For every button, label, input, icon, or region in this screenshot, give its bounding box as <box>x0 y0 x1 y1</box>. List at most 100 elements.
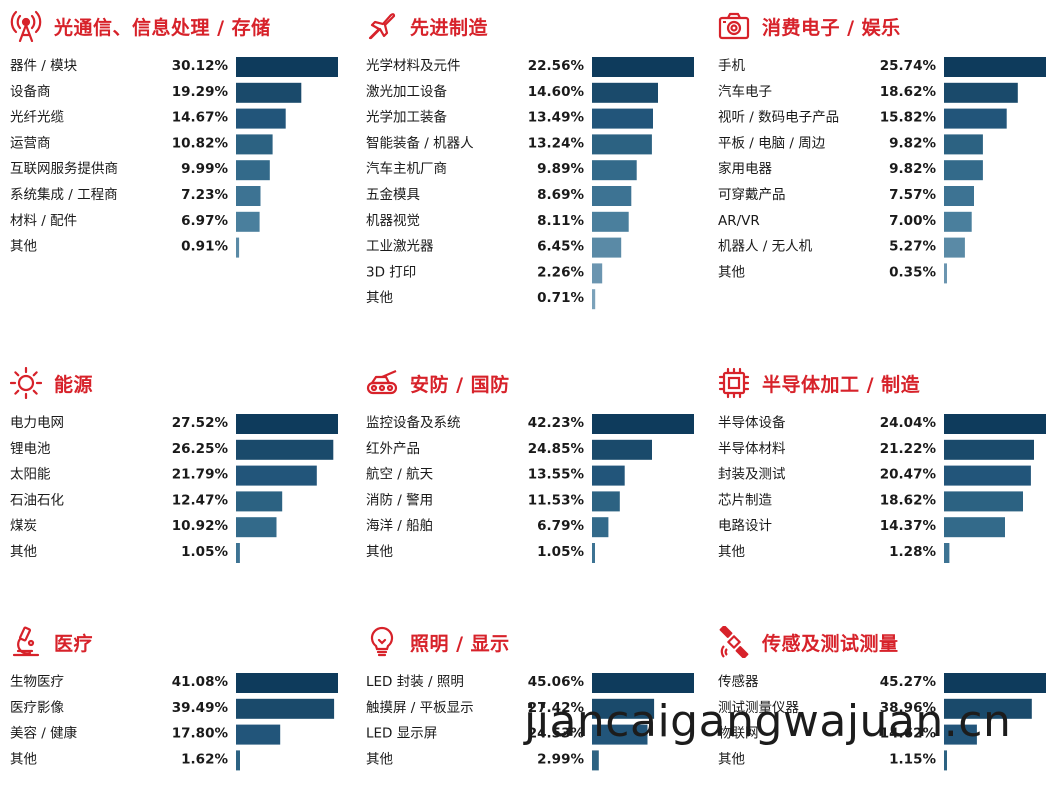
microscope-icon <box>10 626 42 658</box>
value-label: 9.89% <box>537 161 584 177</box>
bar <box>592 134 652 155</box>
category-label: 家用电器 <box>718 160 772 177</box>
value-label: 26.25% <box>172 441 229 457</box>
value-label: 17.80% <box>172 726 229 742</box>
bar-chart-consumer: 手机 25.74% 汽车电子 18.62% 视听 / 数码电子产品 15.82% 平板 / … <box>718 57 1046 284</box>
value-label: 22.56% <box>528 58 585 74</box>
value-label: 1.28% <box>889 544 936 560</box>
category-label: 封装及测试 <box>718 467 786 483</box>
bar <box>236 491 283 512</box>
value-label: 45.06% <box>528 674 585 690</box>
bar <box>592 108 653 129</box>
bar-chart-medical: 生物医疗 41.08% 医疗影像 39.49% 美容 / 健康 17.80% 其他 1.62% <box>10 673 338 771</box>
value-label: 8.11% <box>537 213 584 229</box>
category-label: 其他 <box>718 751 745 767</box>
category-label: 半导体设备 <box>718 414 786 431</box>
camera-icon <box>718 10 750 42</box>
value-label: 41.08% <box>172 674 229 690</box>
category-label: 其他 <box>10 239 37 255</box>
category-label: LED 封装 / 照明 <box>366 674 464 690</box>
category-label: 其他 <box>10 751 37 767</box>
panel-header: 传感及测试测量 <box>718 624 899 660</box>
bar <box>236 160 270 181</box>
category-label: 航空 / 航天 <box>366 467 434 483</box>
value-label: 0.35% <box>889 264 936 280</box>
value-label: 9.82% <box>889 161 936 177</box>
panel-header: 能源 <box>10 365 93 401</box>
panel-title: 医疗 <box>54 632 94 655</box>
category-label: 光纤光缆 <box>10 110 64 126</box>
bar <box>236 186 261 206</box>
category-label: 锂电池 <box>10 441 51 457</box>
category-label: 触摸屏 / 平板显示 <box>366 700 474 716</box>
panel-header: 医疗 <box>10 624 93 660</box>
category-label: 机器视觉 <box>366 213 420 229</box>
category-label: 其他 <box>718 544 745 560</box>
category-label: 设备商 <box>10 83 51 100</box>
value-label: 15.82% <box>880 110 937 126</box>
bar <box>592 82 658 103</box>
value-label: 0.91% <box>181 239 228 255</box>
category-label: 运营商 <box>10 135 51 151</box>
bar <box>592 517 609 538</box>
bar <box>236 82 302 103</box>
panel-header: 照明 / 显示 <box>366 624 510 660</box>
bar <box>592 698 655 719</box>
bar <box>944 698 1032 719</box>
bar <box>592 439 652 460</box>
category-label: 太阳能 <box>10 467 51 483</box>
value-label: 13.55% <box>528 467 585 483</box>
bar <box>236 543 240 563</box>
category-label: 物联网 <box>718 726 759 742</box>
category-label: 系统集成 / 工程商 <box>10 187 118 203</box>
bar <box>592 491 620 512</box>
category-label: 电力电网 <box>10 415 64 431</box>
value-label: 21.22% <box>880 441 937 457</box>
bar <box>592 465 625 486</box>
bar-chart-manufacturing: 光学材料及元件 22.56% 激光加工设备 14.60% 光学加工装备 13.49% 智能装… <box>366 57 694 310</box>
bar <box>944 82 1018 103</box>
category-label: 平板 / 电脑 / 周边 <box>718 135 826 151</box>
category-label: 石油石化 <box>10 492 64 508</box>
value-label: 11.53% <box>528 492 585 508</box>
bar-chart-optical: 器件 / 模块 30.12% 设备商 19.29% 光纤光缆 14.67% 运营商 10.82… <box>10 57 338 258</box>
bar <box>944 750 947 771</box>
bar <box>236 698 335 719</box>
satellite-icon <box>718 626 750 658</box>
category-label: 其他 <box>718 264 745 280</box>
value-label: 14.62% <box>880 726 937 742</box>
panel-header: 光通信、信息处理 / 存储 <box>10 8 271 44</box>
value-label: 18.62% <box>880 492 937 508</box>
value-label: 1.05% <box>537 544 584 560</box>
value-label: 20.47% <box>880 467 937 483</box>
value-label: 39.49% <box>172 700 229 716</box>
category-label: 其他 <box>366 544 393 560</box>
sun-icon <box>10 367 42 399</box>
category-label: 机器人 / 无人机 <box>718 239 813 255</box>
value-label: 2.99% <box>537 751 584 767</box>
bar <box>944 263 947 284</box>
value-label: 12.47% <box>172 492 229 508</box>
category-label: 其他 <box>10 544 37 560</box>
bar <box>236 134 273 155</box>
tank-icon <box>366 367 398 399</box>
bar <box>236 237 240 258</box>
value-label: 38.96% <box>880 700 937 716</box>
value-label: 24.53% <box>528 726 585 742</box>
value-label: 24.85% <box>528 441 585 457</box>
value-label: 21.79% <box>172 467 229 483</box>
value-label: 13.49% <box>528 110 585 126</box>
value-label: 14.37% <box>880 518 937 534</box>
panel-title: 传感及测试测量 <box>762 632 899 655</box>
value-label: 1.05% <box>181 544 228 560</box>
panel-title: 消费电子 / 娱乐 <box>762 16 901 39</box>
value-label: 24.04% <box>880 415 937 431</box>
value-label: 6.97% <box>181 213 228 229</box>
bar <box>944 186 974 206</box>
category-label: 五金模具 <box>366 187 420 203</box>
value-label: 7.00% <box>889 213 936 229</box>
category-label: 半导体材料 <box>718 441 786 457</box>
bar <box>236 465 317 486</box>
category-label: 生物医疗 <box>10 674 64 690</box>
bar <box>236 57 338 77</box>
